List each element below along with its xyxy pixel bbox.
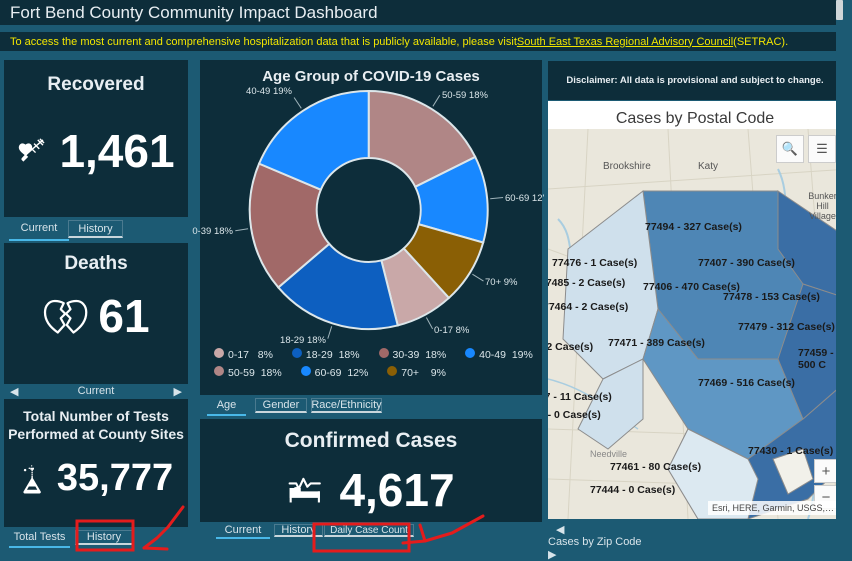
svg-text:18-29 18%: 18-29 18% xyxy=(280,335,327,346)
svg-text:70+ 9%: 70+ 9% xyxy=(485,277,518,288)
svg-text:60-69 12': 60-69 12' xyxy=(505,193,545,204)
svg-text:40-49 19%: 40-49 19% xyxy=(246,86,293,97)
svg-text:50-59 18%: 50-59 18% xyxy=(442,90,489,101)
svg-text:0-39 18%: 0-39 18% xyxy=(192,226,233,237)
svg-text:0-17 8%: 0-17 8% xyxy=(434,325,470,336)
